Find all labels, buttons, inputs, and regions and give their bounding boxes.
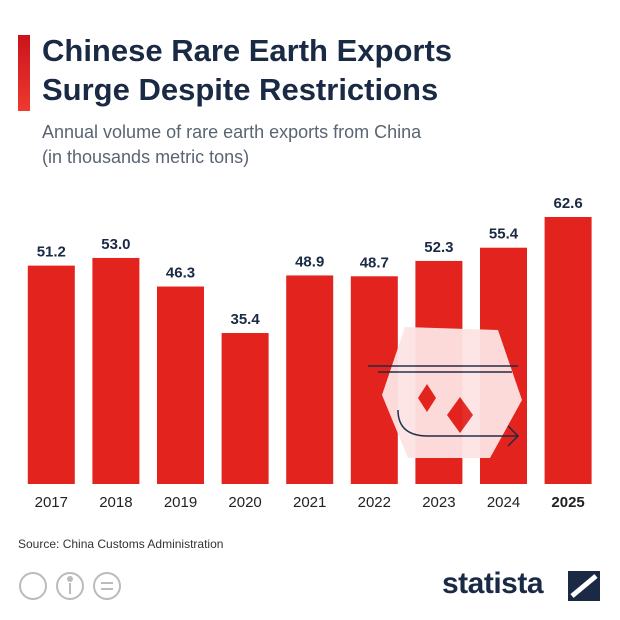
value-label: 62.6 xyxy=(553,195,582,212)
bar xyxy=(286,275,334,484)
source: Source: China Customs Administration xyxy=(18,537,223,551)
x-tick-label: 2018 xyxy=(99,494,132,511)
x-tick-label: 2020 xyxy=(228,494,261,511)
x-tick-label: 2021 xyxy=(293,494,326,511)
x-tick-label: 2019 xyxy=(164,494,197,511)
value-label: 48.7 xyxy=(360,254,389,271)
bar xyxy=(92,257,140,484)
x-tick-label: 2022 xyxy=(358,494,391,511)
bar xyxy=(27,265,75,484)
bars: 51.2 2017 53.0 2018 46.3 2019 35.4 2020 48.9 2021… xyxy=(27,195,592,511)
license-icons xyxy=(19,572,121,600)
decor-icon xyxy=(368,327,522,458)
value-label: 53.0 xyxy=(101,236,130,253)
subtitle: Annual volume of rare earth exports from… xyxy=(42,122,422,142)
value-label: 46.3 xyxy=(166,264,195,281)
value-label: 51.2 xyxy=(37,244,66,261)
brand-mark xyxy=(568,571,600,601)
value-label: 48.9 xyxy=(295,253,324,270)
title-accent xyxy=(18,35,30,111)
subtitle: (in thousands metric tons) xyxy=(42,147,249,167)
bar xyxy=(221,333,269,484)
bar xyxy=(157,286,204,484)
value-label: 52.3 xyxy=(424,239,453,256)
x-tick-label: 2023 xyxy=(422,494,455,511)
x-tick-label: 2017 xyxy=(35,494,68,511)
chart-title: Surge Despite Restrictions xyxy=(42,72,438,107)
value-label: 35.4 xyxy=(230,311,260,328)
bar xyxy=(544,217,592,484)
chart-title: Chinese Rare Earth Exports xyxy=(42,33,452,68)
x-tick-label: 2024 xyxy=(487,494,520,511)
x-tick-label: 2025 xyxy=(551,494,584,511)
brand-logo: statista xyxy=(442,567,544,600)
value-label: 55.4 xyxy=(489,226,519,243)
